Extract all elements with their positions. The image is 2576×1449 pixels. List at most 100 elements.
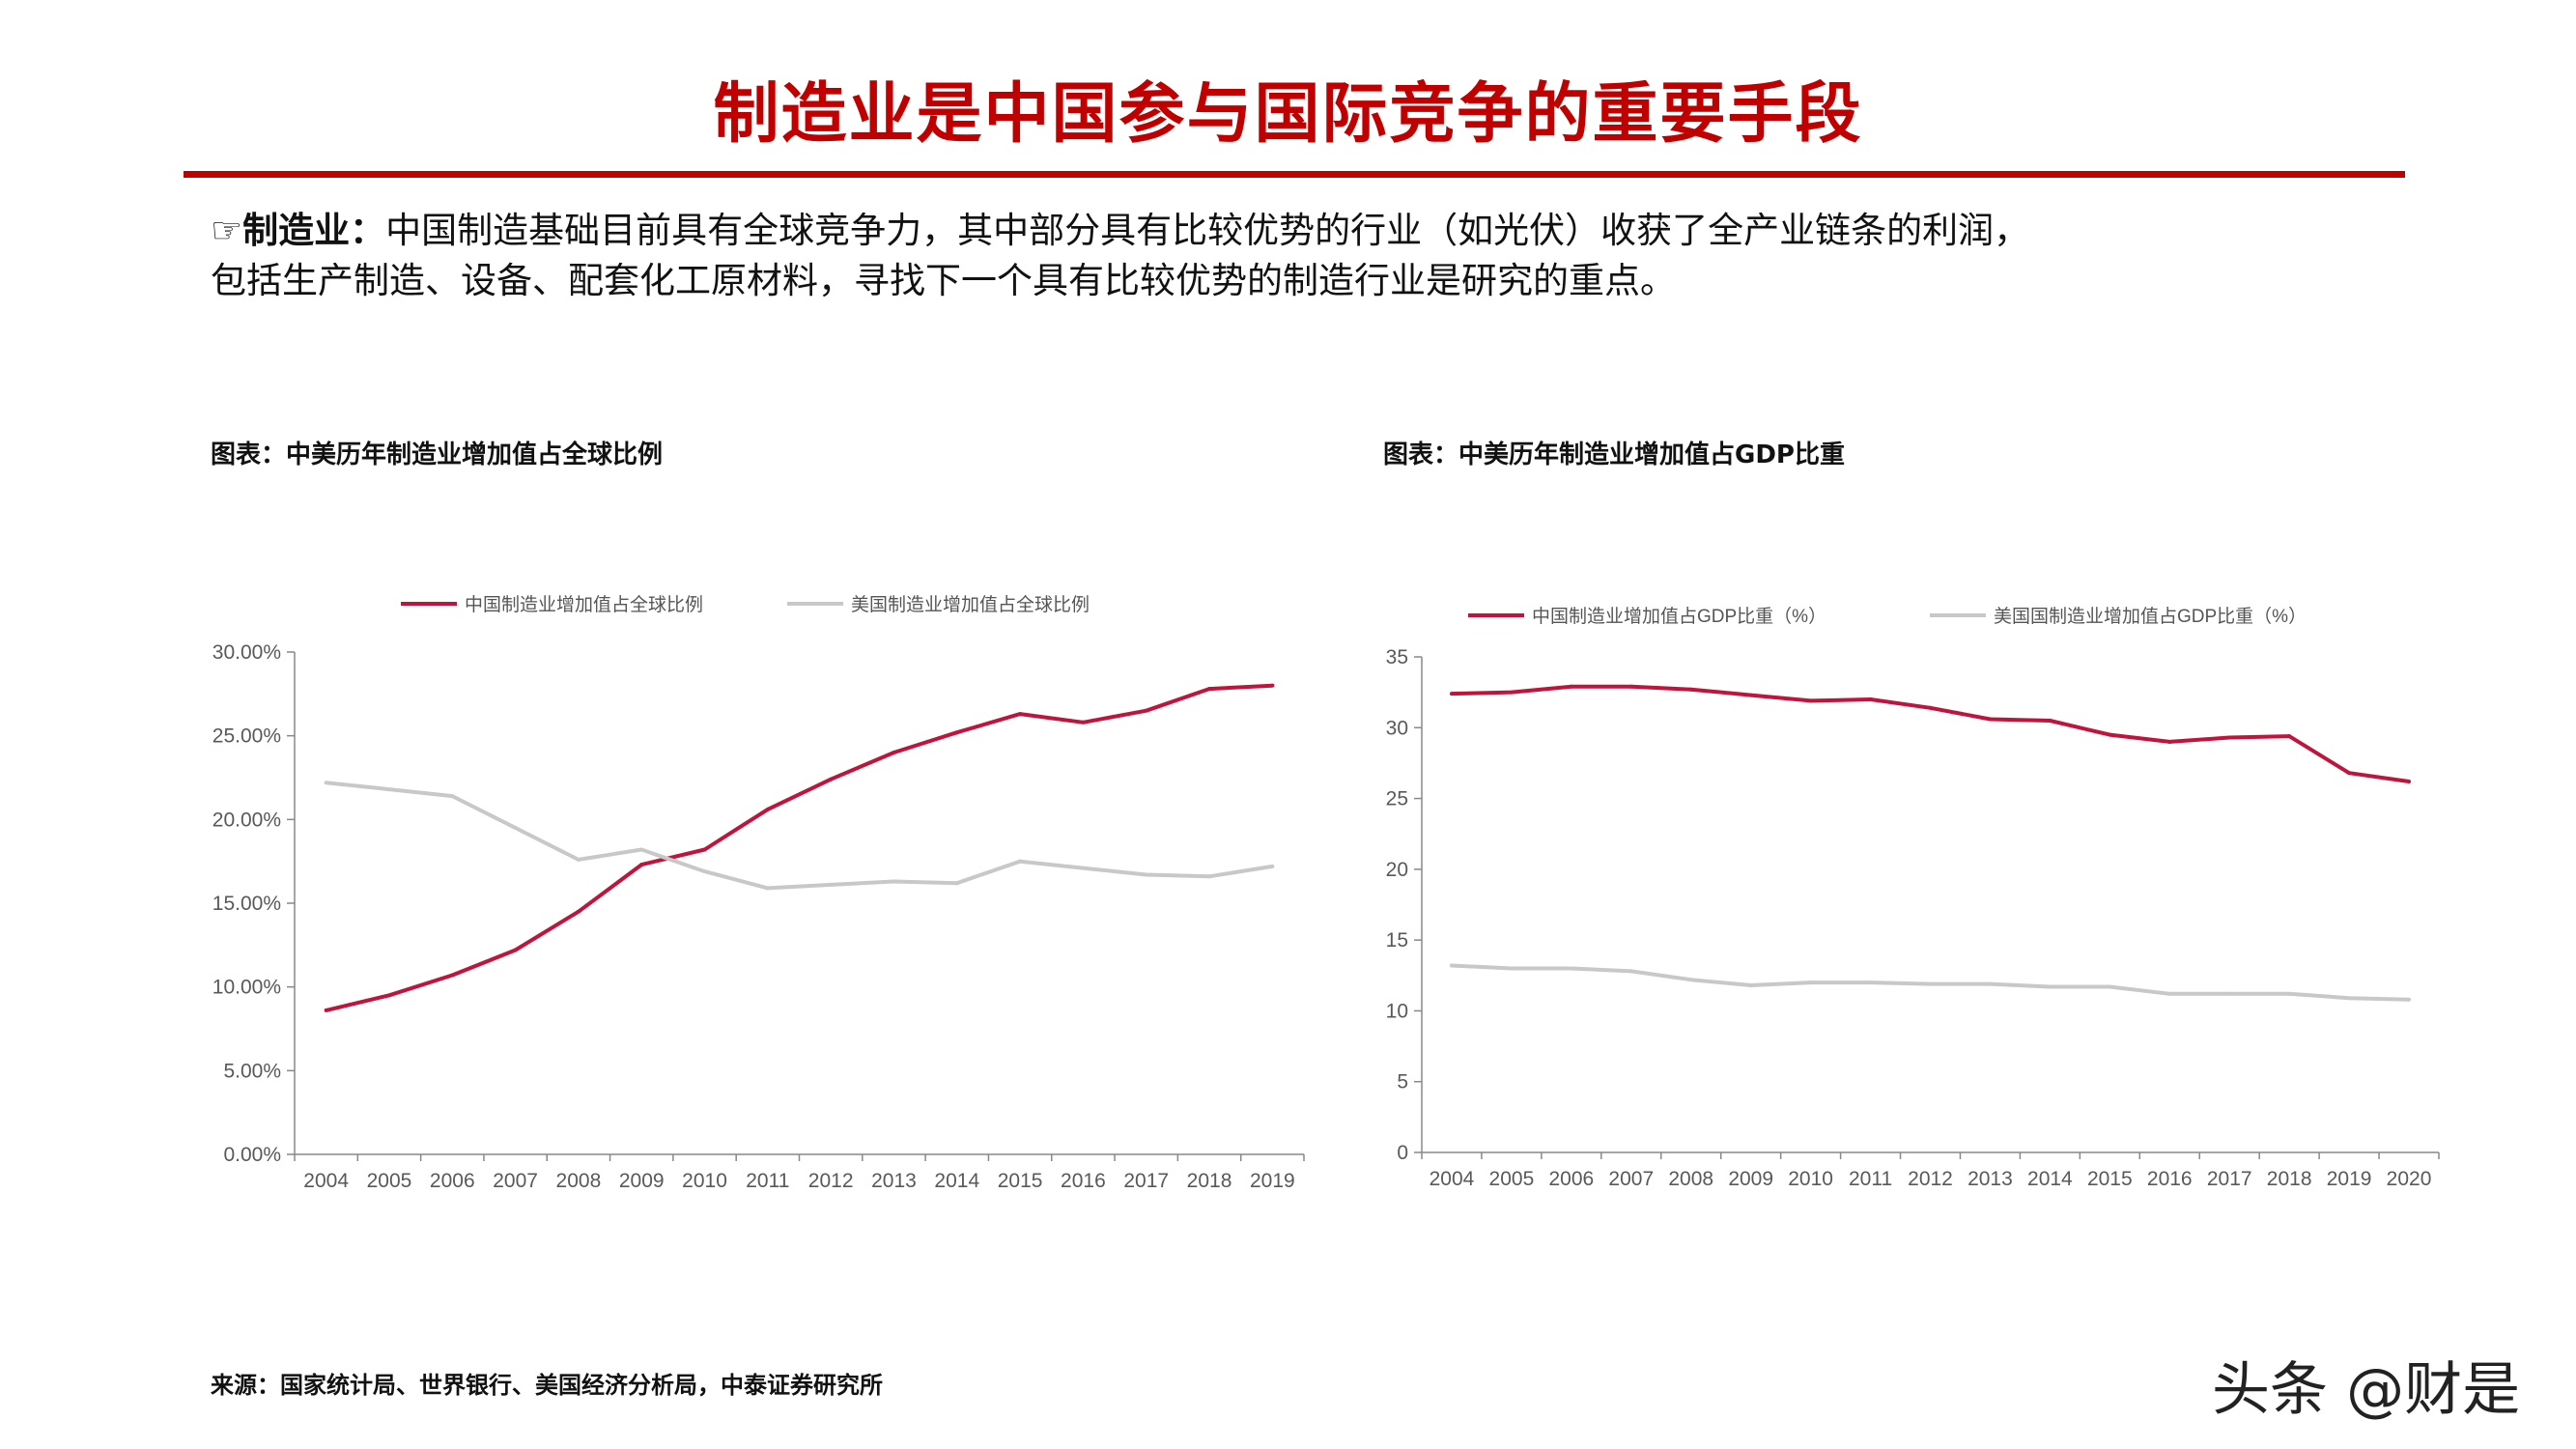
intro-paragraph: ☞制造业：中国制造基础目前具有全球竞争力，其中部分具有比较优势的行业（如光伏）收… [211,205,2413,306]
chart2-series-0-point [2287,734,2292,739]
chart2-series-1-point [1748,983,1753,988]
chart2-series-1-point [1628,969,1633,974]
chart1-series-0-point [1207,687,1212,692]
chart1-series-0-point [702,847,707,852]
chart1-series-1-point [1207,874,1212,879]
chart1-x-tick-label: 2013 [871,1170,917,1192]
chart1-series-1-point [892,879,896,884]
chart1-series-line-1 [326,781,1273,891]
chart1-series-0-point [765,807,770,811]
chart1-series-1-point [954,881,959,886]
intro-line-2: 包括生产制造、设备、配套化工原材料，寻找下一个具有比较优势的制造行业是研究的重点… [211,260,1676,301]
chart1-series-0-point [450,973,455,978]
chart2-y-tick-label: 15 [1386,929,1408,952]
chart2-series-0-point [1449,692,1454,696]
chart1-series-0-point [324,1008,328,1012]
chart1-series-0-point [1144,708,1148,713]
chart1-series-1-point [450,794,455,799]
chart2-x-tick-label: 2011 [1849,1168,1892,1190]
chart2-series-0-point [2407,779,2412,783]
chart1-x-tick-label: 2016 [1061,1170,1106,1192]
chart2-y-tick-label: 10 [1386,1000,1408,1022]
chart2-series-0-point [2167,739,2172,744]
chart2-x-tick-label: 2005 [1489,1168,1535,1190]
chart2-series-1-point [1988,981,1993,986]
chart2-x-tick-label: 2010 [1788,1168,1833,1190]
chart1-y-tick-label: 25.00% [212,725,281,748]
chart2-series-1-point [1449,963,1454,968]
chart1-series-1-point [1081,866,1086,870]
chart2-series-1-point [1509,966,1514,971]
chart2-series-0-point [1988,717,1993,722]
chart2-series-1-point [1569,966,1573,971]
chart2-x-tick-label: 2006 [1548,1168,1594,1190]
chart1-legend-label-0: 中国制造业增加值占全球比例 [465,594,703,615]
chart1-series-1-point [702,869,707,874]
chart2-series-1-point [2167,991,2172,996]
watermark: 头条 @财是 [2212,1356,2521,1424]
chart1-series-1-point [513,826,518,830]
chart1-legend-label-1: 美国制造业增加值占全球比例 [851,594,1090,615]
chart1-series-0-point [1081,720,1086,724]
chart2-series-0-point [2048,718,2052,723]
chart2-series-0-point [1569,684,1573,689]
chart2-series-1-point [1868,980,1873,985]
chart2-series-1-point [2407,997,2412,1002]
chart2-series-0-point [2108,732,2112,737]
chart2-x-tick-label: 2012 [1908,1168,1953,1190]
chart1-x-tick-label: 2017 [1123,1170,1169,1192]
chart1-x-tick-label: 2007 [493,1170,538,1192]
chart1-series-0-point [386,993,391,998]
chart1-x-tick-label: 2018 [1187,1170,1232,1192]
chart1-x-tick-label: 2015 [998,1170,1043,1192]
chart1-series-1-point [324,781,328,785]
chart1-series-0-point [892,751,896,754]
chart2-caption: 图表：中美历年制造业增加值占GDP比重 [1383,440,1845,469]
chart2-series-0-point [1688,687,1693,692]
chart2-y-tick-label: 30 [1386,717,1408,739]
chart2-x-tick-label: 2015 [2087,1168,2133,1190]
chart2-y-tick-label: 20 [1386,859,1408,881]
chart2-series-1-point [2048,984,2052,989]
intro-lead: 制造业： [242,209,386,251]
chart2-x-tick-label: 2018 [2267,1168,2312,1190]
chart2-series-1-point [1928,981,1933,986]
chart-gdp-share: 中国制造业增加值占GDP比重（%） 美国国制造业增加值占GDP比重（%） 0 5 10 1… [1386,606,2440,1190]
title-divider [184,171,2405,178]
chart2-series-1-point [2287,991,2292,996]
chart2-series-0-point [1808,698,1813,703]
chart2-series-line-0 [1451,684,2410,783]
chart1-series-0-point [1018,712,1023,717]
chart2-x-tick-label: 2004 [1430,1168,1475,1190]
chart1-x-tick-label: 2011 [746,1170,789,1192]
chart1-x-tick-label: 2008 [556,1170,602,1192]
chart2-series-1-point [2108,984,2112,989]
chart1-series-1-point [386,787,391,792]
chart2-series-1-point [2227,991,2232,996]
chart1-y-tick-label: 20.00% [212,809,281,831]
chart2-y-tick-label: 5 [1397,1071,1408,1094]
chart1-x-tick-label: 2019 [1250,1170,1295,1192]
chart2-x-tick-label: 2016 [2147,1168,2193,1190]
source-note: 来源：国家统计局、世界银行、美国经济分析局，中泰证券研究所 [211,1372,883,1399]
chart1-series-1-point [1270,864,1275,868]
chart2-series-0-point [1628,684,1633,689]
chart1-y-tick-label: 0.00% [223,1144,281,1166]
chart1-series-1-point [576,857,580,862]
chart1-y-tick-label: 10.00% [212,977,281,999]
chart1-y-tick-label: 15.00% [212,893,281,915]
chart2-series-0-point [2227,735,2232,740]
hand-pointer-icon: ☞ [211,210,243,251]
chart1-series-0-point [829,777,834,781]
chart1-y-tick-label: 30.00% [212,641,281,664]
chart1-x-tick-label: 2009 [619,1170,665,1192]
intro-line-1: ☞制造业：中国制造基础目前具有全球竞争力，其中部分具有比较优势的行业（如光伏）收… [211,205,2413,256]
chart1-series-0-point [1270,683,1275,688]
chart2-y-tick-label: 0 [1397,1142,1408,1164]
chart2-y-tick-label: 35 [1386,646,1408,668]
chart1-x-tick-label: 2004 [303,1170,349,1192]
chart2-legend-label-1: 美国国制造业增加值占GDP比重（%） [1994,606,2307,627]
chart1-series-line-0 [326,683,1273,1012]
chart1-series-1-point [1018,859,1023,864]
chart2-x-tick-label: 2008 [1668,1168,1713,1190]
